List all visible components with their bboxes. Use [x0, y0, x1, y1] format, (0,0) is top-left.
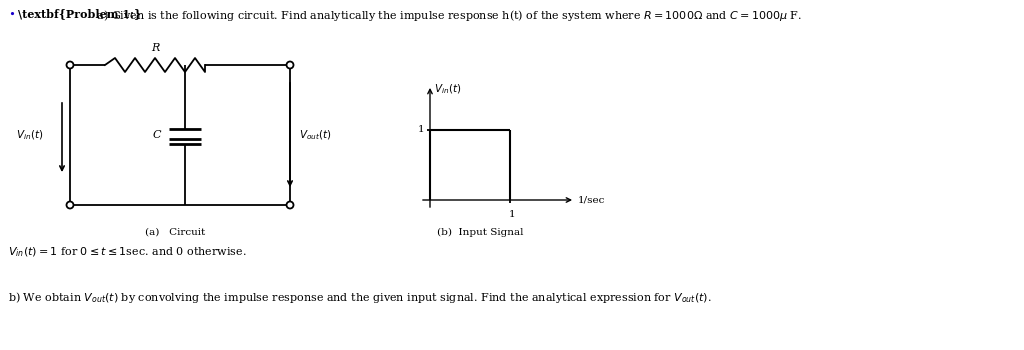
- Text: R: R: [151, 43, 159, 53]
- Text: (a)   Circuit: (a) Circuit: [144, 228, 205, 237]
- Text: $V_{in}(t)=1$ for $0 \leq t \leq 1$sec. and 0 otherwise.: $V_{in}(t)=1$ for $0 \leq t \leq 1$sec. …: [8, 245, 247, 259]
- Text: $V_{out}(t)$: $V_{out}(t)$: [299, 128, 332, 142]
- Text: 1: 1: [509, 210, 515, 219]
- Text: $V_{in}(t)$: $V_{in}(t)$: [434, 82, 461, 96]
- Circle shape: [287, 202, 294, 209]
- Text: b) We obtain $V_{out}(t)$ by convolving the impulse response and the given input: b) We obtain $V_{out}(t)$ by convolving …: [8, 290, 712, 305]
- Text: 1/sec: 1/sec: [578, 196, 605, 204]
- Text: \textbf{Problem 1:}: \textbf{Problem 1:}: [18, 8, 141, 19]
- Text: (b)  Input Signal: (b) Input Signal: [437, 228, 523, 237]
- Text: $V_{in}(t)$: $V_{in}(t)$: [16, 128, 44, 142]
- Text: a) Given is the following circuit. Find analytically the impulse response h(t) o: a) Given is the following circuit. Find …: [93, 8, 802, 23]
- Text: $\bullet$: $\bullet$: [8, 8, 15, 18]
- Text: C: C: [153, 130, 161, 140]
- Text: 1: 1: [418, 126, 424, 134]
- Circle shape: [67, 62, 74, 69]
- Circle shape: [287, 62, 294, 69]
- Circle shape: [67, 202, 74, 209]
